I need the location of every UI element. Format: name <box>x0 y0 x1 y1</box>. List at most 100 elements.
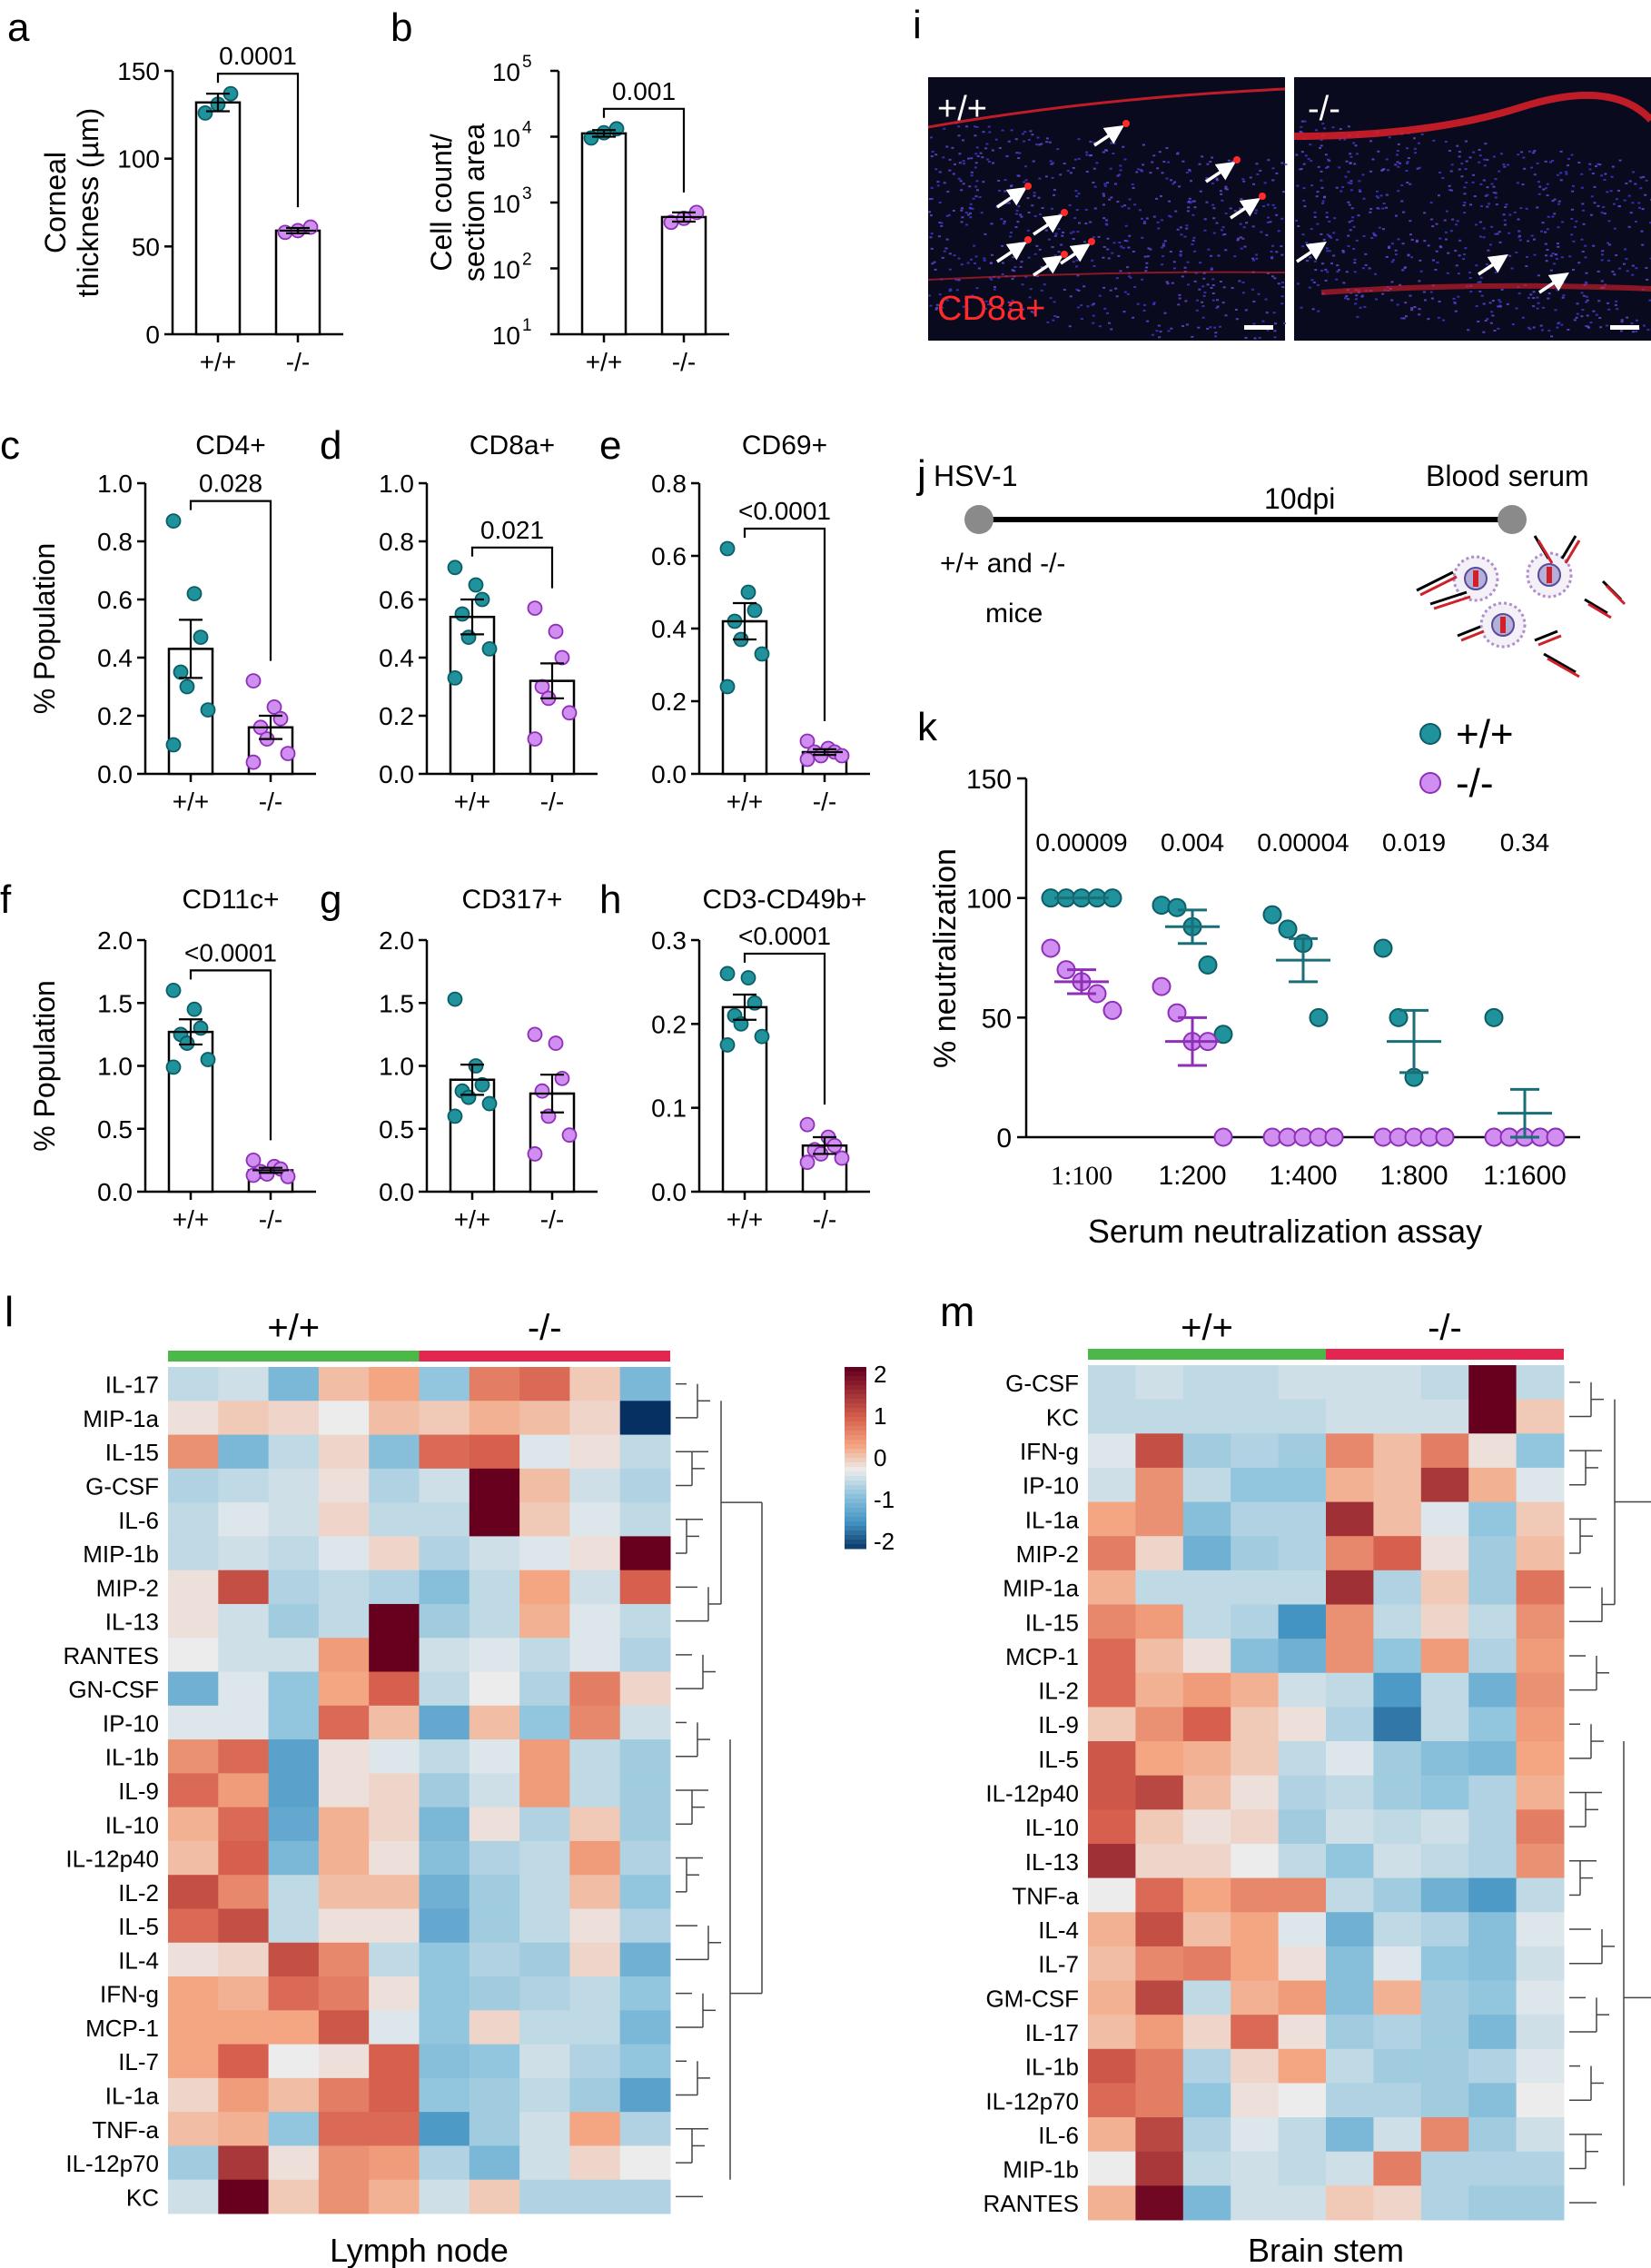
heatmap-cell <box>1135 1433 1184 1469</box>
nucleus-dot <box>957 257 961 260</box>
nucleus-dot <box>1224 187 1228 190</box>
nucleus-dot <box>1469 291 1473 293</box>
nucleus-dot <box>1265 312 1269 314</box>
nucleus-dot <box>1141 217 1144 220</box>
nucleus-dot <box>1031 204 1034 207</box>
nucleus-dot <box>1551 200 1555 203</box>
nucleus-dot <box>1102 256 1105 259</box>
heatmap-cell <box>1420 1707 1469 1742</box>
row-label: TNF-a <box>92 2116 159 2144</box>
heatmap-cell <box>469 1434 520 1470</box>
nucleus-dot <box>974 262 977 264</box>
row-label: IL-12p70 <box>65 2150 159 2177</box>
nucleus-dot <box>1598 163 1602 166</box>
nucleus-dot <box>1536 296 1539 299</box>
nucleus-dot <box>1239 236 1242 239</box>
nucleus-dot <box>949 288 953 291</box>
nucleus-dot <box>1618 159 1622 162</box>
y-tick-label: 10 <box>492 58 520 86</box>
antibody-stem <box>1457 625 1481 638</box>
heatmap-cell <box>1373 1570 1422 1605</box>
heatmap-cell <box>1231 1877 1280 1913</box>
nucleus-dot <box>1141 236 1144 239</box>
heatmap-cell <box>1326 2151 1374 2186</box>
nucleus-dot <box>1098 325 1102 328</box>
nucleus-dot <box>1272 312 1276 314</box>
colorbar-segment <box>845 1526 866 1531</box>
nucleus-dot <box>1521 316 1525 319</box>
heatmap-cell <box>1182 2117 1231 2153</box>
nucleus-dot <box>1183 235 1187 238</box>
nucleus-dot <box>1282 322 1286 325</box>
nucleus-dot <box>1264 298 1268 301</box>
row-label: MIP-1a <box>83 1405 159 1432</box>
heatmap-cell <box>1135 1467 1184 1503</box>
nucleus-dot <box>1169 215 1172 218</box>
nucleus-dot <box>1119 164 1122 167</box>
nucleus-dot <box>1271 179 1275 182</box>
nucleus-dot <box>1551 253 1555 255</box>
heatmap-cell <box>1468 1946 1518 1982</box>
heatmap-cell <box>168 1502 219 1537</box>
nucleus-dot <box>1645 179 1648 182</box>
nucleus-dot <box>1570 217 1574 220</box>
heatmap-cell <box>1088 2083 1136 2118</box>
nucleus-dot <box>1273 206 1277 209</box>
y-tick-label: 0.0 <box>97 760 133 788</box>
nucleus-dot <box>1626 316 1629 319</box>
heatmap-cell <box>469 2010 520 2045</box>
nucleus-dot <box>1092 141 1096 144</box>
nucleus-dot <box>1557 200 1561 203</box>
nucleus-dot <box>1054 233 1058 235</box>
heatmap-cell <box>1088 2015 1136 2050</box>
virus-particle <box>1479 601 1527 649</box>
heatmap-cell <box>469 2145 520 2181</box>
nucleus-dot <box>974 134 977 137</box>
heatmap-cell <box>1468 1570 1518 1605</box>
nucleus-dot <box>1027 212 1031 214</box>
y-tick-label: 0.8 <box>651 470 687 498</box>
heatmap-cell <box>1231 1843 1280 1879</box>
nucleus-dot <box>1122 246 1125 249</box>
nucleus-dot <box>1404 266 1408 269</box>
row-label: MCP-1 <box>85 2015 159 2042</box>
nucleus-dot <box>1324 268 1328 271</box>
heatmap-cell <box>1373 1946 1422 1982</box>
nucleus-dot <box>934 308 938 311</box>
nucleus-dot <box>1584 256 1587 259</box>
nucleus-dot <box>1017 205 1021 208</box>
nucleus-dot <box>961 139 964 142</box>
heatmap-cell <box>268 1502 320 1537</box>
data-point <box>447 670 463 686</box>
nucleus-dot <box>1018 152 1022 154</box>
nucleus-dot <box>1573 225 1577 228</box>
nucleus-dot <box>1325 212 1329 214</box>
nucleus-dot <box>1598 316 1602 319</box>
nucleus-dot <box>1335 186 1339 189</box>
heatmap-cell <box>1088 1365 1136 1401</box>
nucleus-dot <box>1284 163 1288 166</box>
nucleus-dot <box>1419 259 1422 262</box>
nucleus-dot <box>1431 225 1435 228</box>
nucleus-dot <box>1310 160 1313 163</box>
data-point <box>197 105 213 121</box>
nucleus-dot <box>1138 209 1142 212</box>
heatmap-cell <box>1468 2048 1518 2084</box>
antibody-stem <box>1543 652 1577 674</box>
nucleus-dot <box>952 173 955 175</box>
nucleus-dot <box>1361 173 1365 176</box>
nucleus-dot <box>1215 222 1219 224</box>
nucleus-dot <box>991 149 994 152</box>
nucleus-dot <box>1089 141 1092 144</box>
nucleus-dot <box>1267 216 1270 219</box>
nucleus-dot <box>1325 166 1329 169</box>
heatmap-cell <box>1231 2117 1280 2153</box>
nucleus-dot <box>1320 233 1323 235</box>
nucleus-dot <box>1173 181 1177 183</box>
nucleus-dot <box>1516 182 1519 184</box>
heatmap-cell <box>1373 1501 1422 1537</box>
nucleus-dot <box>1482 302 1486 305</box>
nucleus-dot <box>1336 271 1340 273</box>
heatmap-cell <box>1468 2083 1518 2118</box>
virus-particle <box>1452 555 1499 602</box>
